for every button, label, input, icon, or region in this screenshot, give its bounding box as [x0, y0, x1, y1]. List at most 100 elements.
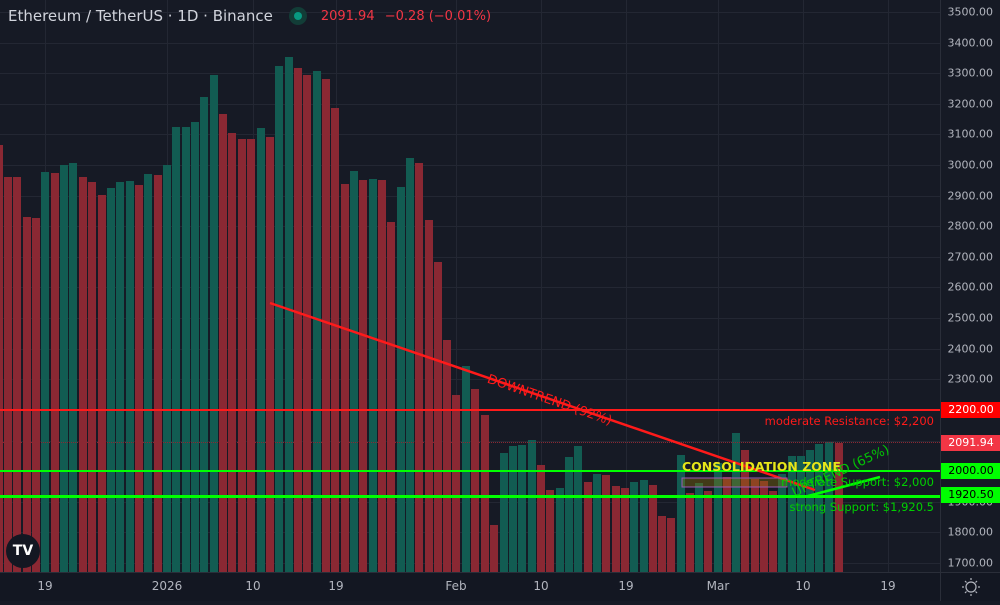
time-tick-label: Feb — [445, 579, 467, 593]
last-price: 2091.94 — [320, 8, 375, 24]
trendlines[interactable] — [0, 0, 940, 572]
vertical-gridline — [541, 0, 542, 572]
price-bar — [500, 453, 508, 572]
price-bar — [452, 395, 460, 572]
price-bar — [518, 445, 526, 572]
price-tick-label: 2500.00 — [947, 311, 994, 325]
price-bar — [471, 389, 479, 572]
price-tick-label: 2700.00 — [947, 250, 994, 264]
price-bar — [815, 444, 823, 572]
price-bar — [247, 139, 255, 572]
price-bar — [640, 480, 648, 572]
strong-support-label: strong Support: $1,920.5 — [789, 500, 934, 514]
price-bar — [612, 486, 620, 572]
price-bar — [322, 79, 330, 572]
market-open-dot-icon — [288, 7, 307, 25]
price-bar — [341, 184, 349, 572]
horizontal-gridline — [0, 226, 940, 227]
price-bar — [228, 132, 236, 572]
price-bar — [732, 433, 740, 572]
price-bar — [359, 180, 367, 572]
price-bar — [443, 340, 451, 572]
last-price-line — [0, 442, 940, 443]
horizontal-gridline — [0, 441, 940, 442]
price-bar — [285, 57, 293, 572]
horizontal-gridline — [0, 12, 940, 13]
tradingview-logo-icon[interactable]: TV — [6, 534, 40, 568]
price-bar — [331, 108, 339, 572]
horizontal-gridline — [0, 502, 940, 503]
horizontal-gridline — [0, 379, 940, 380]
price-quote: 2091.94 −0.28 (−0.01%) — [321, 9, 491, 24]
price-bar — [257, 128, 265, 572]
price-bar — [723, 477, 731, 572]
price-bar — [88, 182, 96, 572]
price-tick-label: 2600.00 — [947, 280, 994, 294]
symbol-header[interactable]: Ethereum / TetherUS · 1D · Binance 2091.… — [0, 0, 491, 32]
price-bar — [350, 170, 358, 572]
time-axis[interactable]: 19 2026 10 19 Feb 10 19 Mar 10 19 — [0, 572, 940, 601]
strong-support-price-badge: 1920.50 — [941, 487, 1000, 504]
moderate-support-line[interactable] — [0, 470, 940, 472]
price-tick-label: 2800.00 — [947, 219, 994, 233]
price-bar — [593, 474, 601, 572]
chart-plot-area[interactable]: DOWNTREND (92%) CONSOLIDATION ZONE UPTRE… — [0, 0, 940, 572]
horizontal-gridline — [0, 104, 940, 105]
time-tick-label: 10 — [533, 579, 549, 593]
horizontal-gridline — [0, 318, 940, 319]
horizontal-gridline — [0, 257, 940, 258]
horizontal-gridline — [0, 196, 940, 197]
price-bar — [98, 195, 106, 572]
price-bar — [546, 490, 554, 572]
price-bar — [126, 180, 134, 572]
price-bar — [584, 482, 592, 572]
price-bar — [415, 162, 423, 572]
price-tick-label: 3300.00 — [947, 66, 994, 80]
sun-settings-icon — [962, 578, 980, 596]
horizontal-gridline — [0, 287, 940, 288]
price-bar — [294, 68, 302, 572]
consolidation-zone-label: CONSOLIDATION ZONE — [682, 459, 841, 474]
price-bar — [630, 482, 638, 572]
price-bar — [369, 179, 377, 572]
price-bar — [210, 75, 218, 572]
price-bar — [704, 491, 712, 572]
price-bar — [621, 488, 629, 572]
price-bar — [41, 172, 49, 572]
price-bar — [695, 483, 703, 572]
strong-support-line[interactable] — [0, 495, 940, 498]
time-tick-label: 19 — [328, 579, 344, 593]
time-tick-label: 19 — [880, 579, 896, 593]
price-bar — [107, 188, 115, 572]
price-bar — [79, 177, 87, 572]
price-bar — [714, 463, 722, 572]
time-tick-label: Mar — [706, 579, 730, 593]
symbol-title[interactable]: Ethereum / TetherUS · 1D · Binance — [8, 7, 273, 25]
horizontal-gridline — [0, 165, 940, 166]
price-tick-label: 3000.00 — [947, 158, 994, 172]
price-tick-label: 3100.00 — [947, 127, 994, 141]
price-bar — [387, 222, 395, 572]
horizontal-gridline — [0, 563, 940, 564]
vertical-gridline — [803, 0, 804, 572]
resistance-label: moderate Resistance: $2,200 — [764, 414, 934, 428]
price-bar — [163, 165, 171, 572]
price-bar — [135, 184, 143, 572]
price-bar — [13, 177, 21, 572]
price-tick-label: 3400.00 — [947, 36, 994, 50]
price-tick-label: 3500.00 — [947, 5, 994, 19]
price-bar — [406, 158, 414, 572]
price-bar — [238, 139, 246, 572]
resistance-line[interactable] — [0, 409, 940, 411]
time-tick-label: 19 — [37, 579, 53, 593]
price-bar — [69, 163, 77, 572]
horizontal-gridline — [0, 532, 940, 533]
vertical-gridline — [718, 0, 719, 572]
price-axis[interactable]: 3500.00 3400.00 3300.00 3200.00 3100.00 3000.… — [940, 0, 1000, 572]
price-tick-label: 3200.00 — [947, 97, 994, 111]
axis-settings-button[interactable] — [940, 572, 1000, 601]
price-change: −0.28 (−0.01%) — [384, 8, 492, 24]
price-bar — [760, 481, 768, 572]
price-bar — [528, 440, 536, 572]
price-bar — [182, 127, 190, 572]
